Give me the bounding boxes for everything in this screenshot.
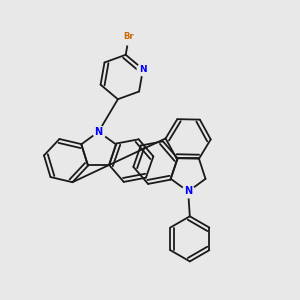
Text: N: N (139, 65, 147, 74)
Text: N: N (184, 187, 192, 196)
Text: N: N (94, 127, 103, 137)
Text: Br: Br (124, 32, 134, 41)
